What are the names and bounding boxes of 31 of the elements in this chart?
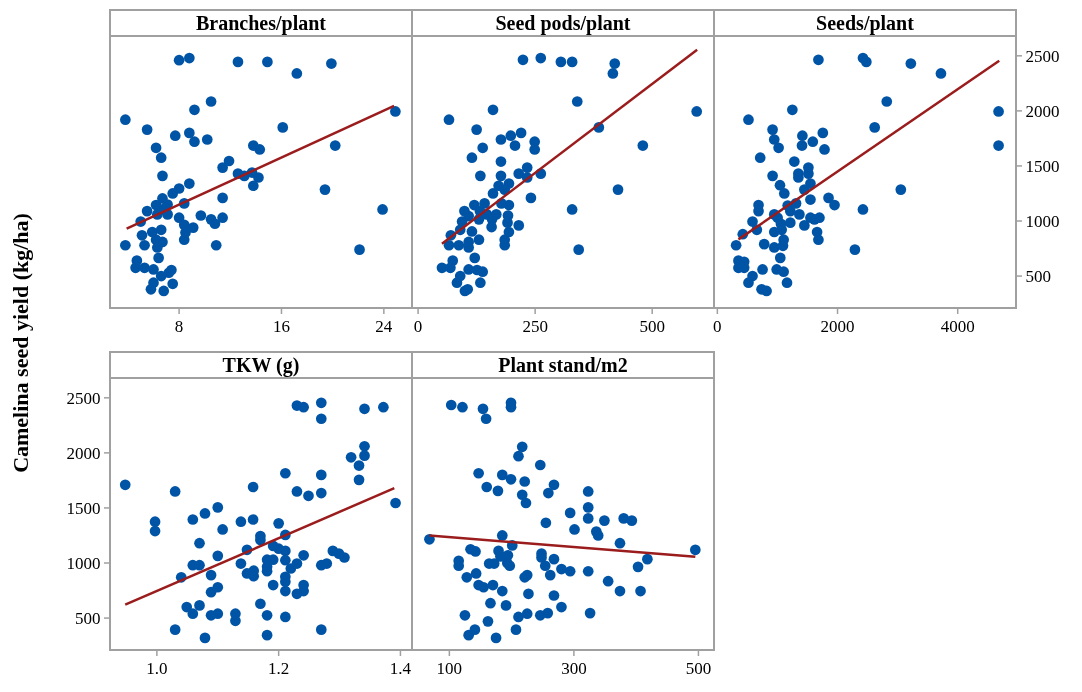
x-tick-label: 500 — [685, 659, 712, 678]
chart-title: Plant stand/m2 — [498, 354, 628, 376]
y-tick-label: 2000 — [1025, 101, 1060, 121]
y-tick-label: 2500 — [1025, 46, 1060, 66]
y-tick-label: 1500 — [1025, 156, 1060, 176]
x-tick-label: 300 — [561, 659, 587, 678]
x-tick-label: 16 — [272, 317, 290, 336]
x-tick-label: 4000 — [940, 317, 975, 336]
y-tick-label: 500 — [74, 609, 101, 629]
x-tick-label: 24 — [375, 317, 393, 336]
x-tick-label: 250 — [522, 317, 548, 336]
chart-title: TKW (g) — [222, 354, 300, 377]
y-tick-label: 2000 — [66, 443, 101, 463]
chart-title: Branches/plant — [195, 12, 327, 35]
x-tick-label: 1.0 — [146, 659, 168, 678]
x-tick-label: 1.2 — [268, 659, 290, 678]
y-tick-label: 500 — [1025, 267, 1052, 287]
x-tick-label: 0 — [413, 317, 423, 336]
chart-title: Seed pods/plant — [495, 12, 631, 35]
x-tick-label: 1.4 — [389, 659, 412, 678]
x-tick-label: 0 — [713, 317, 722, 336]
x-tick-label: 2000 — [820, 317, 855, 336]
y-tick-label: 2500 — [66, 388, 101, 408]
y-tick-label: 1000 — [66, 554, 101, 573]
y-tick-label: 1500 — [66, 498, 101, 518]
x-tick-label: 500 — [639, 317, 665, 336]
y-axis-title: Camelina seed yield (kg/ha) — [8, 213, 33, 473]
x-tick-label: 100 — [436, 659, 463, 678]
x-tick-label: 8 — [174, 317, 184, 336]
y-tick-label: 1000 — [1025, 212, 1060, 231]
chart-title: Seeds/plant — [816, 12, 915, 35]
